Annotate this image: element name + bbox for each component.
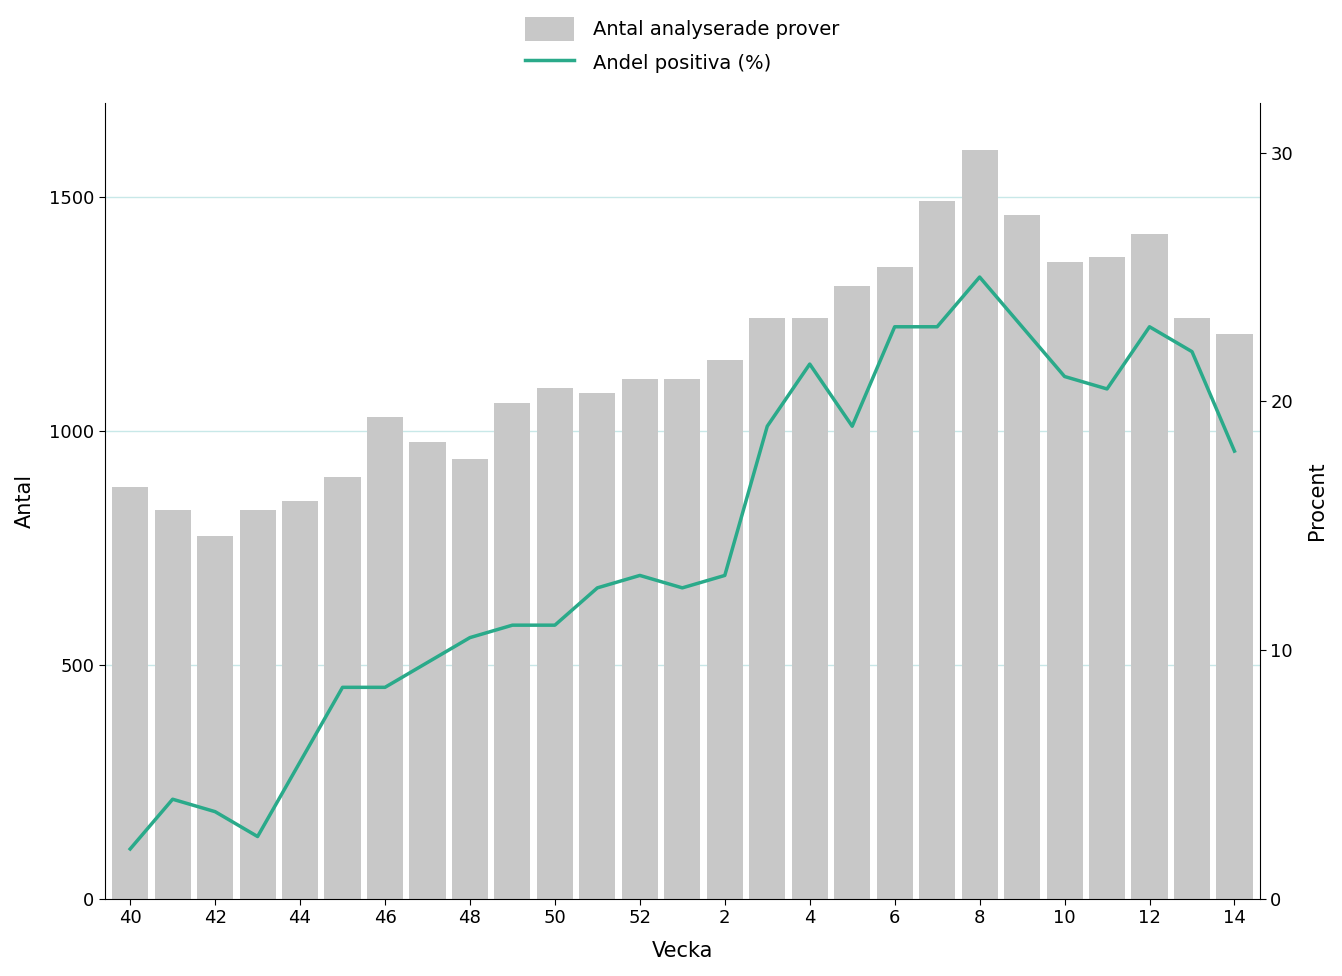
Bar [282,501,318,899]
Bar [1004,216,1040,899]
Bar [876,266,913,899]
Bar [239,510,275,899]
Bar [452,459,488,899]
Bar [792,318,828,899]
Bar [197,536,234,899]
Bar [409,442,446,899]
Bar [749,318,785,899]
Bar [1174,318,1210,899]
Bar [1088,258,1125,899]
Bar [537,388,573,899]
Bar [494,402,530,899]
Bar [835,286,870,899]
Bar [1216,334,1252,899]
Bar [1131,234,1168,899]
Bar [707,360,743,899]
Bar [366,417,403,899]
Y-axis label: Procent: Procent [1307,462,1327,540]
Bar [1047,263,1083,899]
Bar [962,149,997,899]
Bar [621,379,658,899]
X-axis label: Vecka: Vecka [652,941,713,961]
Y-axis label: Antal: Antal [15,473,35,528]
Bar [580,393,616,899]
Bar [325,477,361,899]
Legend: Antal analyserade prover, Andel positiva (%): Antal analyserade prover, Andel positiva… [517,9,847,82]
Bar [664,379,701,899]
Bar [154,510,191,899]
Bar [919,201,956,899]
Bar [113,487,148,899]
